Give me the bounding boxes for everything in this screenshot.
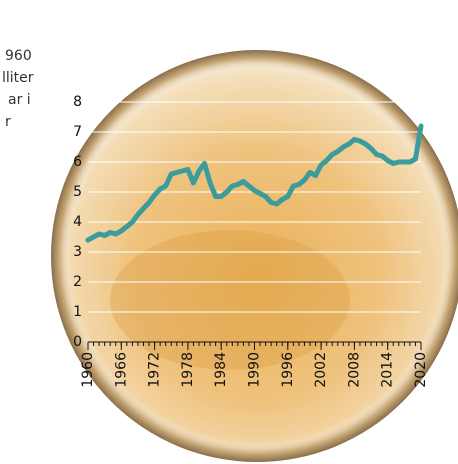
- x-tick-label: 2014: [380, 352, 396, 388]
- y-tick-label: 3: [73, 244, 82, 260]
- chart: 960 lliter ar i r 0 1 2 3 4 5 6 7 8 1960 1966 1972 1978…: [0, 0, 458, 464]
- x-tick-label: 2008: [346, 352, 362, 388]
- x-tick-label: 2002: [313, 352, 329, 388]
- y-tick-label: 8: [73, 94, 82, 110]
- y-tick-label: 6: [73, 154, 82, 170]
- annotation-line: 960: [5, 48, 32, 64]
- x-tick-label: 1984: [213, 352, 229, 388]
- x-tick-label: 1960: [80, 352, 96, 388]
- y-tick-label: 4: [73, 214, 82, 230]
- x-tick-label: 2020: [413, 352, 429, 388]
- annotation: 960 lliter ar i r: [2, 48, 34, 130]
- annotation-line: r: [5, 114, 11, 130]
- y-tick-label: 0: [73, 334, 82, 350]
- y-tick-label: 5: [73, 184, 82, 200]
- x-tick-label: 1996: [280, 352, 296, 388]
- y-tick-label: 1: [73, 304, 82, 320]
- x-tick-label: 1990: [247, 352, 263, 388]
- x-tick-label: 1978: [180, 352, 196, 388]
- annotation-line: lliter: [2, 70, 34, 86]
- x-tick-label: 1972: [147, 352, 163, 388]
- y-tick-label: 2: [73, 274, 82, 290]
- x-tick-label: 1966: [113, 352, 129, 388]
- annotation-line: ar i: [8, 92, 31, 108]
- glass-rim: [51, 50, 458, 462]
- y-tick-label: 7: [73, 124, 82, 140]
